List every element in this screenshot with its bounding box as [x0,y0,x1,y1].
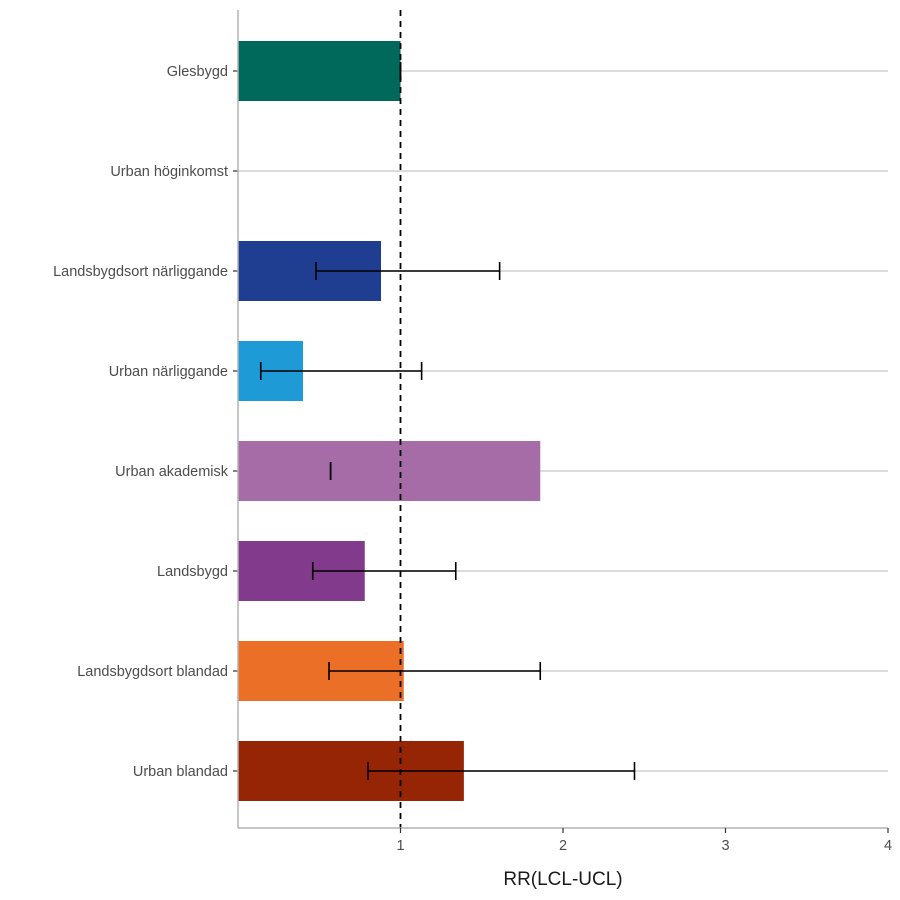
category-label: Landsbygdsort närliggande [53,264,228,280]
category-label: Urban blandad [133,764,228,780]
error-bars [259,62,636,780]
bars [238,41,541,801]
category-label: Urban höginkomst [110,164,228,180]
category-label: Landsbygdsort blandad [77,664,228,680]
axes [233,10,889,833]
bar-urban-akademisk [238,441,541,501]
category-label: Urban närliggande [109,364,228,380]
category-label: Landsbygd [157,564,228,580]
category-label: Glesbygd [167,64,228,80]
bar-glesbygd [238,41,401,101]
x-tick-labels: 1 2 3 4 [396,838,892,854]
x-tick-label: 2 [559,838,567,854]
category-label: Urban akademisk [115,464,229,480]
x-tick-label: 1 [396,838,404,854]
category-labels: Glesbygd Urban höginkomst Landsbygdsort nä… [53,64,229,780]
x-tick-label: 3 [721,838,729,854]
x-axis-title: RR(LCL-UCL) [503,869,622,890]
x-tick-label: 4 [884,838,892,854]
